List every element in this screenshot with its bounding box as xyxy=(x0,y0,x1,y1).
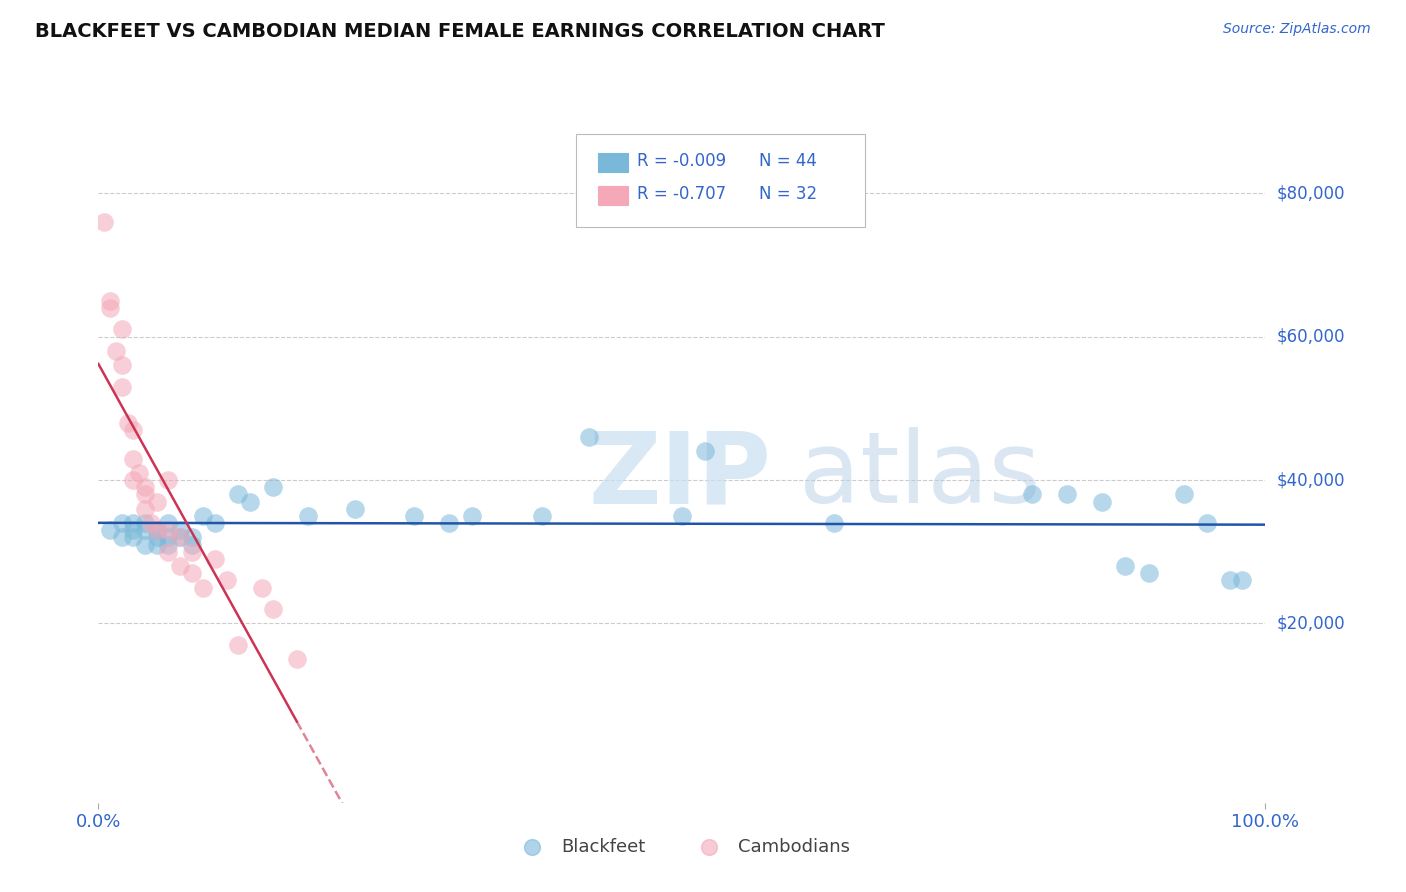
Point xyxy=(157,530,180,544)
Point xyxy=(193,508,215,523)
Point xyxy=(823,516,845,530)
Point xyxy=(146,523,169,537)
Text: N = 44: N = 44 xyxy=(759,153,817,170)
Text: atlas: atlas xyxy=(799,427,1040,524)
Point xyxy=(146,538,169,552)
Text: $40,000: $40,000 xyxy=(1277,471,1346,489)
Point xyxy=(1195,516,1218,530)
Text: Source: ZipAtlas.com: Source: ZipAtlas.com xyxy=(1223,22,1371,37)
Point xyxy=(1137,566,1160,581)
Point xyxy=(204,516,226,530)
Text: N = 32: N = 32 xyxy=(759,186,817,203)
Point xyxy=(122,523,145,537)
Text: $80,000: $80,000 xyxy=(1277,184,1346,202)
Point xyxy=(180,566,202,581)
Point xyxy=(437,516,460,530)
Text: BLACKFEET VS CAMBODIAN MEDIAN FEMALE EARNINGS CORRELATION CHART: BLACKFEET VS CAMBODIAN MEDIAN FEMALE EAR… xyxy=(35,22,884,41)
Point xyxy=(134,480,156,494)
Point xyxy=(104,343,127,358)
Point xyxy=(239,494,262,508)
Point xyxy=(285,652,308,666)
Point xyxy=(146,494,169,508)
Text: $60,000: $60,000 xyxy=(1277,327,1346,345)
Point xyxy=(671,508,693,523)
Point xyxy=(139,516,162,530)
Point xyxy=(93,215,115,229)
Point xyxy=(169,530,191,544)
Point xyxy=(578,430,600,444)
Point xyxy=(128,466,150,480)
Point xyxy=(146,530,169,544)
Text: R = -0.009: R = -0.009 xyxy=(637,153,725,170)
Point xyxy=(157,538,180,552)
Point xyxy=(262,480,284,494)
Point xyxy=(180,538,202,552)
Point xyxy=(98,523,121,537)
Point xyxy=(111,358,134,372)
Point xyxy=(1021,487,1043,501)
Point xyxy=(250,581,273,595)
Point xyxy=(122,530,145,544)
Point xyxy=(215,574,238,588)
Point xyxy=(157,523,180,537)
Point xyxy=(1114,559,1136,574)
Point xyxy=(134,516,156,530)
Point xyxy=(180,545,202,559)
Point xyxy=(1173,487,1195,501)
Point xyxy=(122,516,145,530)
Point xyxy=(98,301,121,315)
Point xyxy=(146,523,169,537)
Point xyxy=(344,501,367,516)
Point xyxy=(111,380,134,394)
Point xyxy=(146,523,169,537)
Point xyxy=(169,530,191,544)
Point xyxy=(111,516,134,530)
Point xyxy=(157,473,180,487)
Point xyxy=(117,416,139,430)
Point xyxy=(134,501,156,516)
Point xyxy=(530,508,553,523)
Text: $20,000: $20,000 xyxy=(1277,615,1346,632)
Point xyxy=(228,638,250,652)
Text: ZIP: ZIP xyxy=(589,427,772,524)
Point xyxy=(1230,574,1253,588)
Point xyxy=(134,523,156,537)
Point xyxy=(402,508,425,523)
Point xyxy=(193,581,215,595)
Point xyxy=(134,487,156,501)
Point xyxy=(461,508,484,523)
Point xyxy=(297,508,319,523)
Point xyxy=(228,487,250,501)
Point xyxy=(157,545,180,559)
Point xyxy=(122,423,145,437)
Point xyxy=(157,516,180,530)
Point xyxy=(98,293,121,308)
Point xyxy=(169,559,191,574)
Point xyxy=(695,444,717,458)
Point xyxy=(134,538,156,552)
Point xyxy=(1056,487,1078,501)
Legend: Blackfeet, Cambodians: Blackfeet, Cambodians xyxy=(508,831,856,863)
Point xyxy=(111,322,134,336)
Point xyxy=(111,530,134,544)
Text: R = -0.707: R = -0.707 xyxy=(637,186,725,203)
Point xyxy=(262,602,284,616)
Point xyxy=(122,473,145,487)
Point xyxy=(1219,574,1241,588)
Point xyxy=(204,552,226,566)
Point xyxy=(180,530,202,544)
Point xyxy=(122,451,145,466)
Point xyxy=(169,523,191,537)
Point xyxy=(1091,494,1114,508)
